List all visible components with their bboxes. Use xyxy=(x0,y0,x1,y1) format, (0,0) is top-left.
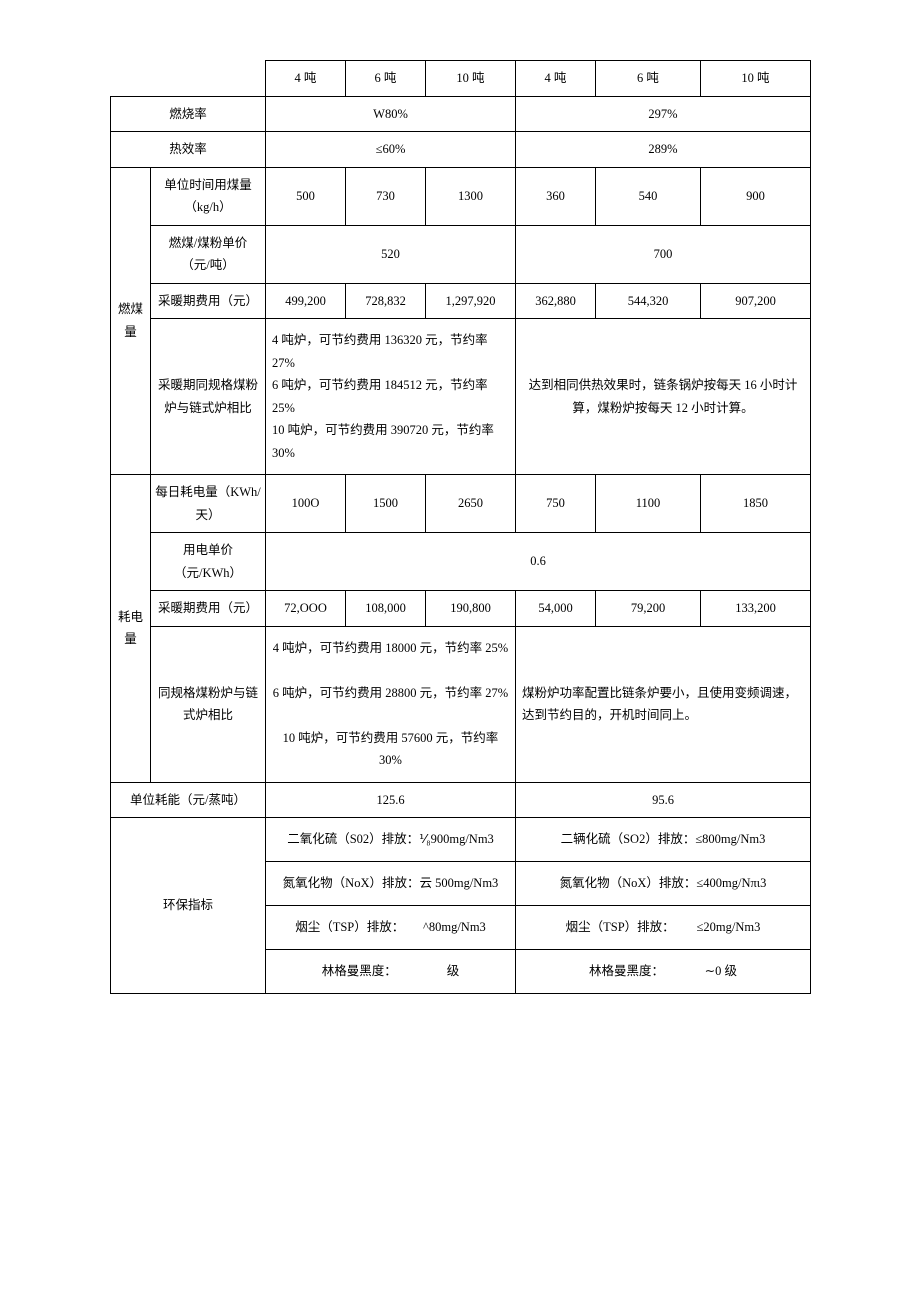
coal-rate-v1: 730 xyxy=(346,167,426,225)
coal-cost-v1: 728,832 xyxy=(346,283,426,319)
coal-price-label: 燃煤/煤粉单价（元/吨） xyxy=(151,225,266,283)
col-4t-a: 4 吨 xyxy=(266,61,346,97)
elec-compare-left: 4 吨炉，可节约费用 18000 元，节约率 25% 6 吨炉，可节约费用 28… xyxy=(266,626,516,782)
coal-rate-row: 燃煤量 单位时间用煤量（kg/h） 500 730 1300 360 540 9… xyxy=(111,167,811,225)
env-3-left: 林格曼黑度： 级 xyxy=(266,950,516,994)
elec-daily-row: 耗电量 每日耗电量（KWh/天） 100O 1500 2650 750 1100… xyxy=(111,475,811,533)
coal-rate-label: 单位时间用煤量（kg/h） xyxy=(151,167,266,225)
coal-rate-v4: 540 xyxy=(596,167,701,225)
coal-rate-v3: 360 xyxy=(516,167,596,225)
elec-daily-v2: 2650 xyxy=(426,475,516,533)
coal-cost-v0: 499,200 xyxy=(266,283,346,319)
elec-cost-v5: 133,200 xyxy=(701,591,811,627)
coal-price-row: 燃煤/煤粉单价（元/吨） 520 700 xyxy=(111,225,811,283)
coal-compare-label: 采暖期同规格煤粉炉与链式炉相比 xyxy=(151,319,266,475)
env-label: 环保指标 xyxy=(111,818,266,994)
env-0-left: 二氧化硫（S02）排放：⅟₈900mg/Nm3 xyxy=(266,818,516,862)
coal-cost-label: 采暖期费用（元） xyxy=(151,283,266,319)
coal-price-right: 700 xyxy=(516,225,811,283)
thermal-eff-left: ≤60% xyxy=(266,132,516,168)
col-4t-b: 4 吨 xyxy=(516,61,596,97)
elec-cost-v1: 108,000 xyxy=(346,591,426,627)
elec-compare-right: 煤粉炉功率配置比链条炉要小，且使用变频调速，达到节约目的，开机时间同上。 xyxy=(516,626,811,782)
env-2-left: 烟尘（TSP）排放： ^80mg/Nm3 xyxy=(266,906,516,950)
burn-rate-right: 297% xyxy=(516,96,811,132)
elec-cost-v0: 72,OOO xyxy=(266,591,346,627)
thermal-eff-right: 289% xyxy=(516,132,811,168)
burn-rate-label: 燃烧率 xyxy=(111,96,266,132)
elec-cost-row: 采暖期费用（元） 72,OOO 108,000 190,800 54,000 7… xyxy=(111,591,811,627)
env-1-right: 氮氧化物（NoX）排放：≤400mg/Nπι3 xyxy=(516,862,811,906)
elec-daily-v3: 750 xyxy=(516,475,596,533)
env-0-right: 二辆化硫（SO2）排放：≤800mg/Nm3 xyxy=(516,818,811,862)
elec-daily-v0: 100O xyxy=(266,475,346,533)
elec-daily-v1: 1500 xyxy=(346,475,426,533)
header-row: 4 吨 6 吨 10 吨 4 吨 6 吨 10 吨 xyxy=(111,61,811,97)
elec-price-label: 用电单价（元/KWh） xyxy=(151,533,266,591)
comparison-table: 4 吨 6 吨 10 吨 4 吨 6 吨 10 吨 燃烧率 W80% 297% … xyxy=(110,60,811,994)
elec-cost-label: 采暖期费用（元） xyxy=(151,591,266,627)
unit-energy-row: 单位耗能（元/蒸吨） 125.6 95.6 xyxy=(111,782,811,818)
coal-rate-v2: 1300 xyxy=(426,167,516,225)
burn-rate-left: W80% xyxy=(266,96,516,132)
elec-daily-label: 每日耗电量（KWh/天） xyxy=(151,475,266,533)
env-1-left: 氮氧化物（NoX）排放：云 500mg/Nm3 xyxy=(266,862,516,906)
coal-rate-v5: 900 xyxy=(701,167,811,225)
elec-daily-v4: 1100 xyxy=(596,475,701,533)
elec-compare-row: 同规格煤粉炉与链式炉相比 4 吨炉，可节约费用 18000 元，节约率 25% … xyxy=(111,626,811,782)
coal-cost-v3: 362,880 xyxy=(516,283,596,319)
elec-price-val: 0.6 xyxy=(266,533,811,591)
elec-price-row: 用电单价（元/KWh） 0.6 xyxy=(111,533,811,591)
elec-compare-label: 同规格煤粉炉与链式炉相比 xyxy=(151,626,266,782)
burn-rate-row: 燃烧率 W80% 297% xyxy=(111,96,811,132)
unit-energy-left: 125.6 xyxy=(266,782,516,818)
coal-cost-v4: 544,320 xyxy=(596,283,701,319)
coal-group-label: 燃煤量 xyxy=(111,167,151,475)
unit-energy-right: 95.6 xyxy=(516,782,811,818)
env-3-right: 林格曼黑度： ∼0 级 xyxy=(516,950,811,994)
unit-energy-label: 单位耗能（元/蒸吨） xyxy=(111,782,266,818)
coal-compare-left: 4 吨炉，可节约费用 136320 元，节约率 27% 6 吨炉，可节约费用 1… xyxy=(266,319,516,475)
col-6t-b: 6 吨 xyxy=(596,61,701,97)
coal-compare-right: 达到相同供热效果时，链条锅炉按每天 16 小时计算，煤粉炉按每天 12 小时计算… xyxy=(516,319,811,475)
thermal-eff-row: 热效率 ≤60% 289% xyxy=(111,132,811,168)
coal-price-left: 520 xyxy=(266,225,516,283)
env-row-0: 环保指标 二氧化硫（S02）排放：⅟₈900mg/Nm3 二辆化硫（SO2）排放… xyxy=(111,818,811,862)
elec-daily-v5: 1850 xyxy=(701,475,811,533)
env-2-right: 烟尘（TSP）排放： ≤20mg/Nm3 xyxy=(516,906,811,950)
col-10t-b: 10 吨 xyxy=(701,61,811,97)
coal-cost-v2: 1,297,920 xyxy=(426,283,516,319)
elec-cost-v2: 190,800 xyxy=(426,591,516,627)
coal-compare-row: 采暖期同规格煤粉炉与链式炉相比 4 吨炉，可节约费用 136320 元，节约率 … xyxy=(111,319,811,475)
elec-cost-v3: 54,000 xyxy=(516,591,596,627)
coal-cost-row: 采暖期费用（元） 499,200 728,832 1,297,920 362,8… xyxy=(111,283,811,319)
coal-rate-v0: 500 xyxy=(266,167,346,225)
elec-group-label: 耗电量 xyxy=(111,475,151,783)
elec-cost-v4: 79,200 xyxy=(596,591,701,627)
col-10t-a: 10 吨 xyxy=(426,61,516,97)
thermal-eff-label: 热效率 xyxy=(111,132,266,168)
col-6t-a: 6 吨 xyxy=(346,61,426,97)
coal-cost-v5: 907,200 xyxy=(701,283,811,319)
blank-cell xyxy=(111,61,266,97)
